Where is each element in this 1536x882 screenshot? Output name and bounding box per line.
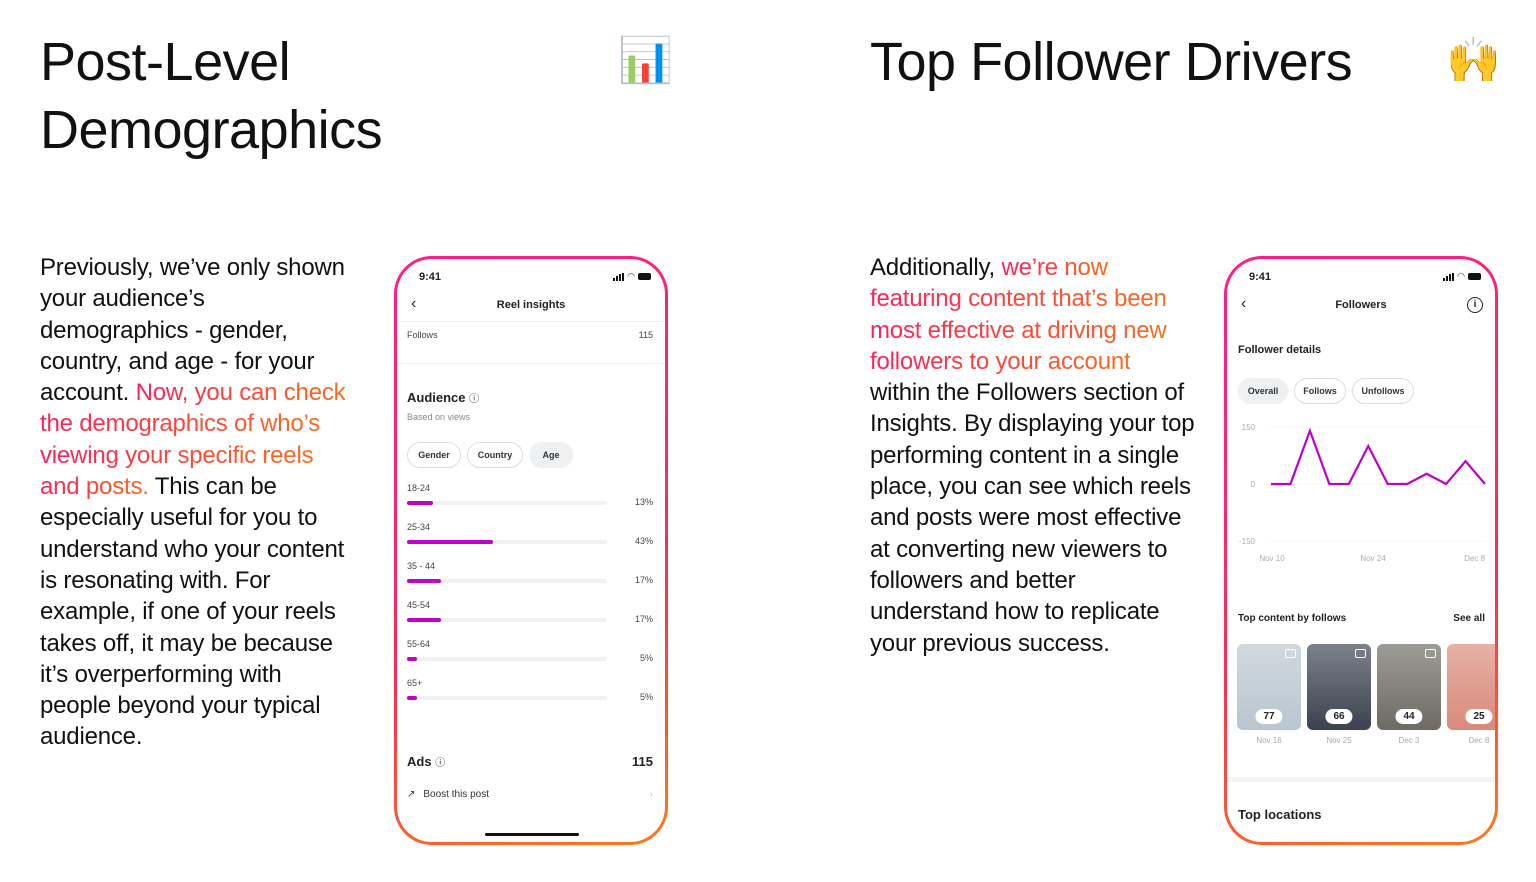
age-percent: 5% xyxy=(639,653,653,663)
ads-title: Ads ⓘ xyxy=(407,754,446,769)
thumbnail-date: Nov 16 xyxy=(1256,736,1282,745)
follows-count-badge: 44 xyxy=(1395,709,1423,724)
raised-hands-emoji-icon: 🙌 xyxy=(1446,36,1501,85)
bar-chart-emoji-icon: 📊 xyxy=(618,36,673,85)
screen-title: Followers xyxy=(1335,299,1387,311)
see-all-link[interactable]: See all xyxy=(1453,613,1485,624)
info-icon: ⓘ xyxy=(435,758,446,769)
info-icon[interactable]: i xyxy=(1467,297,1483,313)
age-label: 18-24 xyxy=(407,483,431,493)
chevron-right-icon: › xyxy=(649,789,653,800)
y-tick-label: 0 xyxy=(1251,480,1256,489)
thumbnail-date: Dec 3 xyxy=(1398,736,1420,745)
age-percent: 17% xyxy=(634,575,653,585)
tab-overall[interactable]: Overall xyxy=(1238,378,1288,404)
age-label: 65+ xyxy=(407,678,423,688)
age-percent: 17% xyxy=(634,614,653,624)
back-icon[interactable]: ‹ xyxy=(411,295,417,312)
thumbnail-date: Nov 25 xyxy=(1326,736,1352,745)
reels-icon xyxy=(1425,649,1436,658)
age-bar-fill xyxy=(407,501,433,505)
follows-count-badge: 25 xyxy=(1465,709,1493,724)
status-time: 9:41 xyxy=(419,271,442,283)
age-percent: 13% xyxy=(634,497,653,507)
follower-details-title: Follower details xyxy=(1238,344,1322,356)
tab-unfollows[interactable]: Unfollows xyxy=(1352,378,1414,404)
left-title: Post-Level Demographics xyxy=(40,32,383,160)
ads-value: 115 xyxy=(632,754,653,769)
age-label: 35 - 44 xyxy=(407,561,436,571)
tab-gender[interactable]: Gender xyxy=(407,442,461,468)
age-bar-fill xyxy=(407,540,493,544)
follows-count-badge: 77 xyxy=(1255,709,1283,724)
age-percent: 43% xyxy=(634,536,653,546)
thumbnail-date: Dec 8 xyxy=(1468,736,1490,745)
follows-label: Follows xyxy=(407,330,438,340)
top-content-thumbnail[interactable]: 25 xyxy=(1447,644,1495,730)
top-content-thumbnail[interactable]: 44 xyxy=(1377,644,1441,730)
followers-phone: 9:41 ◠ ‹ Followers i Follower details Ov… xyxy=(1224,256,1498,845)
reels-icon xyxy=(1355,649,1366,658)
age-bar-fill xyxy=(407,657,417,661)
x-tick-label: Nov 10 xyxy=(1259,554,1285,563)
top-content-thumbnail[interactable]: 77 xyxy=(1237,644,1301,730)
top-content-title: Top content by follows xyxy=(1238,613,1347,624)
x-tick-label: Nov 24 xyxy=(1360,554,1386,563)
back-icon[interactable]: ‹ xyxy=(1241,295,1247,312)
boost-post-row[interactable]: ↗ Boost this post › xyxy=(407,789,653,800)
audience-subtitle: Based on views xyxy=(407,412,471,422)
age-label: 45-54 xyxy=(407,600,431,610)
reels-icon xyxy=(1285,649,1296,658)
tab-age[interactable]: Age xyxy=(529,442,573,468)
left-paragraph: Previously, we’ve only shown your audien… xyxy=(40,254,346,751)
home-indicator xyxy=(485,833,579,836)
series-line xyxy=(1271,427,1486,486)
status-icons: ◠ xyxy=(1443,271,1481,282)
right-paragraph: Additionally, we’re now featuring conten… xyxy=(870,254,1195,657)
follows-count-badge: 66 xyxy=(1325,709,1353,724)
age-percent: 5% xyxy=(639,692,653,702)
follows-value: 115 xyxy=(638,330,653,340)
tab-country[interactable]: Country xyxy=(467,442,523,468)
age-bar-track xyxy=(407,657,607,661)
top-locations-title: Top locations xyxy=(1238,807,1322,822)
tab-follows[interactable]: Follows xyxy=(1294,378,1346,404)
status-time: 9:41 xyxy=(1249,271,1272,283)
age-label: 25-34 xyxy=(407,522,431,532)
age-bar-track xyxy=(407,579,607,583)
age-bar-fill xyxy=(407,579,441,583)
top-content-thumbnail[interactable]: 66 xyxy=(1307,644,1371,730)
info-icon: ⓘ xyxy=(469,394,480,405)
status-icons: ◠ xyxy=(613,271,651,282)
age-bar-fill xyxy=(407,696,417,700)
y-tick-label: -150 xyxy=(1239,537,1256,546)
x-tick-label: Dec 8 xyxy=(1464,554,1485,563)
y-tick-label: 150 xyxy=(1242,423,1256,432)
age-bar-track xyxy=(407,540,607,544)
trending-up-icon: ↗ xyxy=(407,789,416,800)
age-label: 55-64 xyxy=(407,639,431,649)
age-bar-track xyxy=(407,618,607,622)
boost-label: Boost this post xyxy=(423,789,489,800)
age-bar-fill xyxy=(407,618,441,622)
reel-insights-phone: 9:41 ◠ ‹ Reel insights Follows 115 Audie… xyxy=(394,256,668,845)
right-title: Top Follower Drivers xyxy=(870,32,1353,92)
age-bar-track xyxy=(407,696,607,700)
audience-title: Audience ⓘ xyxy=(407,390,480,405)
age-bar-track xyxy=(407,501,607,505)
screen-title: Reel insights xyxy=(496,299,566,311)
